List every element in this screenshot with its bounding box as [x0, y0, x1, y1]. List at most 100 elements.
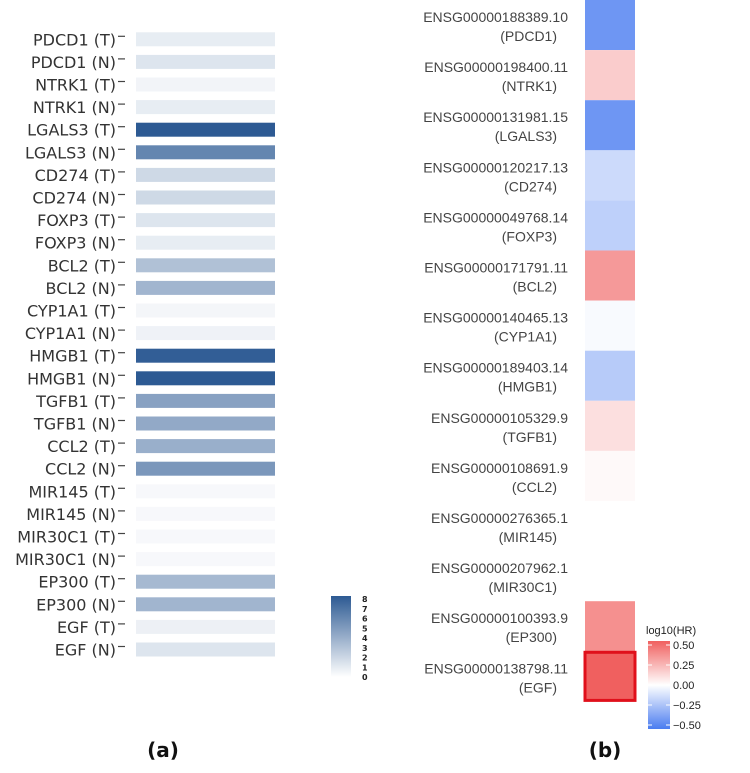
heat-cell — [585, 601, 635, 652]
gene-label: (NTRK1) — [502, 78, 557, 94]
legend-b-title: log10(HR) — [646, 625, 696, 637]
colorbar-a-tick: 8 — [362, 595, 368, 604]
tick-label: MIR30C1 (T) — [17, 528, 116, 547]
gene-label: (TGFB1) — [503, 429, 557, 445]
heat-cell — [136, 100, 275, 115]
gene-label: (MIR30C1) — [489, 579, 557, 595]
gene-label: (LGALS3) — [495, 128, 557, 144]
gene-label: (EP300) — [506, 629, 557, 645]
panel-a-label: (a) — [147, 738, 179, 762]
legend-b-tick: 0.50 — [673, 640, 694, 652]
gene-label: (HMGB1) — [498, 379, 557, 395]
tick-label: MIR30C1 (N) — [15, 550, 116, 569]
heat-cell — [136, 529, 275, 544]
heat-cell — [136, 597, 275, 612]
heat-cell — [136, 461, 275, 476]
tick-label: PDCD1 (T) — [33, 30, 116, 49]
colorbar-a-tick: 4 — [362, 634, 368, 643]
colorbar-a-tick: 2 — [362, 654, 368, 663]
heat-cell — [136, 235, 275, 250]
colorbar-a-tick: 1 — [362, 663, 368, 672]
tick-label: NTRK1 (N) — [33, 98, 116, 117]
tick-label: CYP1A1 (T) — [27, 302, 116, 321]
tick-label: EP300 (T) — [38, 573, 116, 592]
ensembl-id-label: ENSG00000189403.14 — [423, 360, 568, 376]
heat-cell — [136, 348, 275, 363]
tick-label: CCL2 (N) — [45, 460, 116, 479]
heat-cell — [136, 145, 275, 160]
legend-b-tick: 0.00 — [673, 680, 694, 692]
panel-b-label: (b) — [589, 738, 622, 762]
tick-label: MIR145 (T) — [28, 482, 116, 501]
tick-label: MIR145 (N) — [26, 505, 116, 524]
ensembl-id-label: ENSG00000140465.13 — [423, 310, 568, 326]
colorbar-a-tick: 6 — [362, 615, 368, 624]
heat-cell — [136, 416, 275, 431]
heat-cell — [136, 190, 275, 205]
heat-cell — [136, 642, 275, 657]
tick-label: LGALS3 (T) — [27, 121, 116, 140]
tick-label: CD274 (T) — [35, 166, 116, 185]
tick-label: TGFB1 (N) — [33, 415, 116, 434]
heat-cell — [585, 450, 635, 501]
tick-label: LGALS3 (N) — [25, 143, 116, 162]
ensembl-id-label: ENSG00000276365.1 — [431, 510, 568, 526]
ensembl-id-label: ENSG00000108691.9 — [431, 460, 568, 476]
tick-label: FOXP3 (N) — [35, 234, 116, 253]
ensembl-id-label: ENSG00000049768.14 — [423, 209, 568, 225]
tick-label: EGF (T) — [57, 618, 116, 637]
tick-label: BCL2 (T) — [48, 256, 116, 275]
tick-label: HMGB1 (N) — [27, 369, 116, 388]
gene-label: (EGF) — [519, 679, 557, 695]
heat-cell — [136, 213, 275, 228]
tick-label: BCL2 (N) — [46, 279, 117, 298]
heat-cell — [136, 77, 275, 92]
gene-label: (MIR145) — [499, 529, 557, 545]
colorbar-a-tick: 5 — [362, 624, 368, 633]
heat-cell — [136, 167, 275, 182]
legend-b-tick: −0.50 — [673, 720, 701, 732]
tick-label: EGF (N) — [55, 641, 116, 660]
panel-b-heatmap: ENSG00000188389.10 (PDCD1) ENSG00000198400… — [423, 0, 637, 702]
ensembl-id-label: ENSG00000171791.11 — [424, 260, 568, 276]
heat-cell — [585, 0, 635, 51]
heat-cell — [136, 122, 275, 137]
colorbar-a-tick: 3 — [362, 644, 368, 653]
heat-cell — [136, 484, 275, 499]
tick-label: PDCD1 (N) — [31, 53, 116, 72]
colorbar-a-tick: 0 — [362, 673, 368, 682]
heat-cell — [136, 552, 275, 567]
tick-label: CCL2 (T) — [47, 437, 116, 456]
ensembl-id-label: ENSG00000207962.1 — [431, 560, 568, 576]
heat-cell — [136, 439, 275, 454]
heat-cell — [585, 300, 635, 351]
colorbar-a-gradient — [331, 596, 351, 677]
gene-label: (CCL2) — [512, 479, 557, 495]
tick-label: CD274 (N) — [32, 189, 116, 208]
tick-label: CYP1A1 (N) — [25, 324, 116, 343]
heat-cell — [136, 280, 275, 295]
heat-cell — [585, 200, 635, 251]
ensembl-id-label: ENSG00000105329.9 — [431, 410, 568, 426]
heat-cell — [585, 400, 635, 451]
heat-cell — [136, 258, 275, 273]
heat-cell — [136, 54, 275, 69]
heat-cell — [136, 32, 275, 47]
heat-cell — [583, 650, 637, 702]
tick-label: HMGB1 (T) — [29, 347, 116, 366]
gene-label: (PDCD1) — [500, 28, 557, 44]
heat-cell — [136, 619, 275, 634]
ensembl-id-label: ENSG00000100393.9 — [431, 610, 568, 626]
tick-label: NTRK1 (T) — [35, 76, 116, 95]
heat-cell — [136, 393, 275, 408]
heat-cell — [136, 371, 275, 386]
legend-b-gradient — [648, 641, 670, 729]
gene-label: (BCL2) — [513, 279, 557, 295]
ensembl-id-label: ENSG00000188389.10 — [423, 9, 568, 25]
tick-label: EP300 (N) — [36, 595, 116, 614]
ensembl-id-label: ENSG00000131981.15 — [423, 109, 568, 125]
heat-cell — [136, 303, 275, 318]
gene-label: (CD274) — [504, 178, 557, 194]
panel-a-heatmap: PDCD1 (T) PDCD1 (N) NTRK1 (T) NTRK1 (N) LGAL… — [15, 30, 275, 660]
